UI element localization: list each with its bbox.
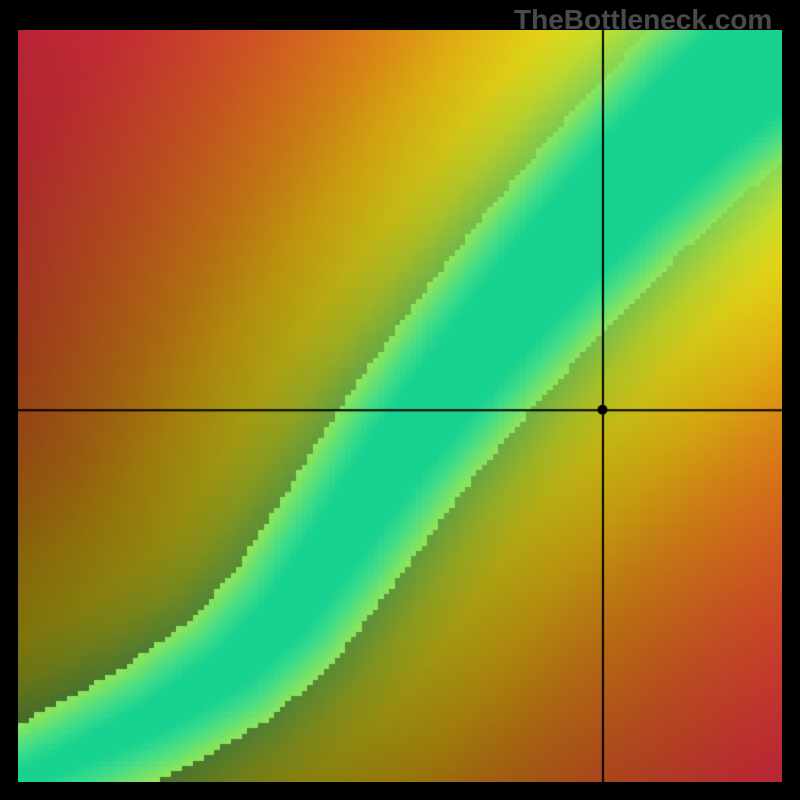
crosshair-overlay bbox=[18, 30, 782, 782]
bottleneck-heatmap bbox=[18, 30, 782, 782]
watermark-text: TheBottleneck.com bbox=[514, 4, 772, 36]
